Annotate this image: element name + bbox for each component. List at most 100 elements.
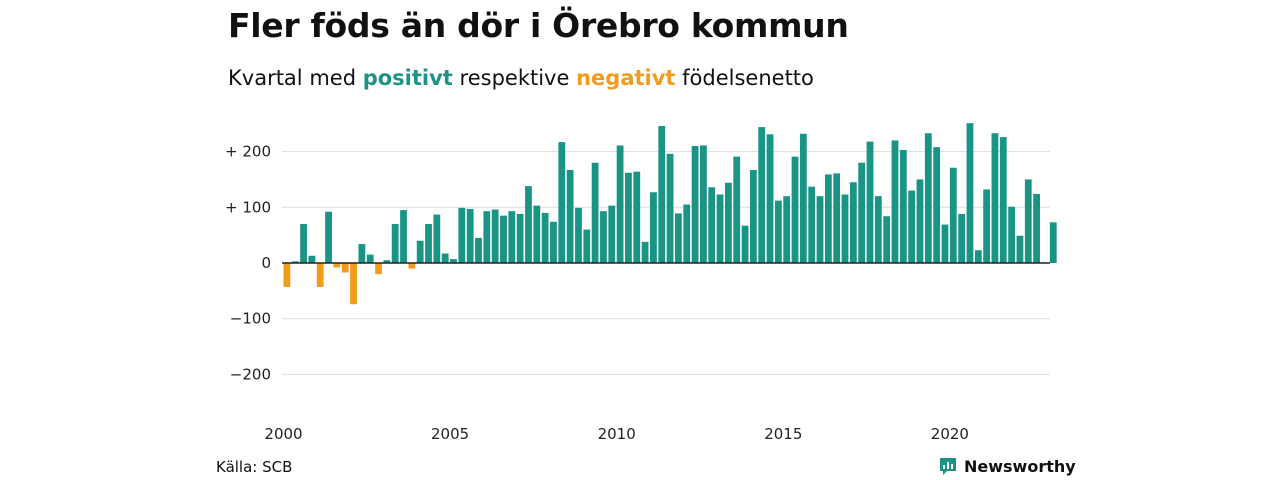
bar <box>441 253 449 263</box>
bar <box>558 142 566 263</box>
bar <box>350 263 357 305</box>
bar <box>683 204 691 263</box>
bar <box>541 212 549 263</box>
brand-name: Newsworthy <box>964 456 1076 476</box>
y-tick-label: −200 <box>230 365 271 383</box>
bar <box>891 140 899 263</box>
bar <box>358 244 366 263</box>
bar <box>966 123 974 264</box>
bar <box>833 173 841 263</box>
bar <box>600 211 607 263</box>
bar <box>716 194 724 263</box>
newsworthy-logo-icon <box>940 458 956 475</box>
bar <box>583 229 591 263</box>
y-tick-label: −100 <box>230 310 271 328</box>
bar <box>433 214 441 263</box>
bar <box>325 211 332 263</box>
bar <box>591 162 599 263</box>
bar <box>958 213 966 263</box>
bar <box>1008 206 1016 263</box>
y-tick-label: + 200 <box>225 143 271 161</box>
bar <box>791 156 799 263</box>
bar <box>874 196 882 263</box>
bar <box>341 263 349 273</box>
bar <box>500 215 507 263</box>
x-tick-label: 2020 <box>931 425 969 443</box>
bar <box>608 205 616 263</box>
bar <box>383 260 391 263</box>
bar <box>641 241 649 263</box>
gridlines <box>282 151 1050 375</box>
bar <box>741 225 749 263</box>
bar <box>658 125 666 263</box>
y-axis-ticks: + 200 + 100 0 −100 −200 <box>225 143 271 384</box>
bar <box>749 169 757 263</box>
bar <box>291 261 299 263</box>
x-tick-label: 2000 <box>264 425 302 443</box>
bar <box>758 127 766 263</box>
bar <box>924 133 932 263</box>
x-tick-label: 2005 <box>431 425 469 443</box>
bar <box>691 146 699 263</box>
bar <box>400 210 407 263</box>
bar <box>808 186 816 263</box>
bar <box>308 255 316 263</box>
x-tick-label: 2015 <box>764 425 802 443</box>
bar <box>899 149 907 263</box>
bar <box>650 192 657 263</box>
bar <box>799 133 807 263</box>
bar <box>458 207 466 263</box>
brand-logo: Newsworthy <box>938 456 1076 476</box>
x-tick-label: 2010 <box>598 425 636 443</box>
bar <box>991 133 999 263</box>
bar <box>724 182 732 263</box>
y-tick-label: 0 <box>261 254 271 272</box>
bar <box>1049 222 1057 263</box>
bar <box>908 190 916 263</box>
bar <box>708 187 716 263</box>
bar <box>916 179 924 263</box>
subtitle-prefix: Kvartal med <box>228 66 357 90</box>
chart-subtitle: Kvartal med positivt respektive negativt… <box>228 66 814 90</box>
bar <box>666 153 674 263</box>
source-note: Källa: SCB <box>216 458 293 476</box>
bar <box>774 200 782 263</box>
bar <box>366 254 374 263</box>
chart-title: Fler föds än dör i Örebro kommun <box>228 6 849 45</box>
bar <box>766 134 774 263</box>
bar <box>625 172 632 263</box>
subtitle-suffix: födelsenetto <box>682 66 814 90</box>
y-tick-label: + 100 <box>225 198 271 216</box>
bar <box>841 194 849 263</box>
bar <box>316 263 324 287</box>
bar <box>949 167 957 263</box>
bar <box>1024 179 1032 263</box>
bar <box>633 171 641 263</box>
bar <box>675 213 682 263</box>
bar <box>883 216 891 263</box>
subtitle-positive-word: positivt <box>362 66 453 90</box>
subtitle-middle: respektive <box>459 66 570 90</box>
bar <box>483 211 491 263</box>
bars <box>283 123 1057 305</box>
bar <box>866 141 874 263</box>
bar <box>824 174 832 263</box>
bar <box>375 263 382 275</box>
bar <box>941 224 949 263</box>
bar <box>283 263 291 287</box>
x-axis-ticks: 2000 2005 2010 2015 2020 <box>264 425 969 443</box>
bar <box>450 259 457 263</box>
bar <box>550 221 557 263</box>
bar <box>999 137 1007 263</box>
bar <box>1016 235 1024 263</box>
bar <box>466 208 474 263</box>
bar <box>983 189 991 263</box>
bar <box>616 145 624 263</box>
bar <box>333 263 341 268</box>
bar <box>858 162 866 263</box>
bar <box>391 224 399 263</box>
bar <box>300 224 307 263</box>
bar <box>516 213 524 263</box>
bar <box>425 224 432 263</box>
